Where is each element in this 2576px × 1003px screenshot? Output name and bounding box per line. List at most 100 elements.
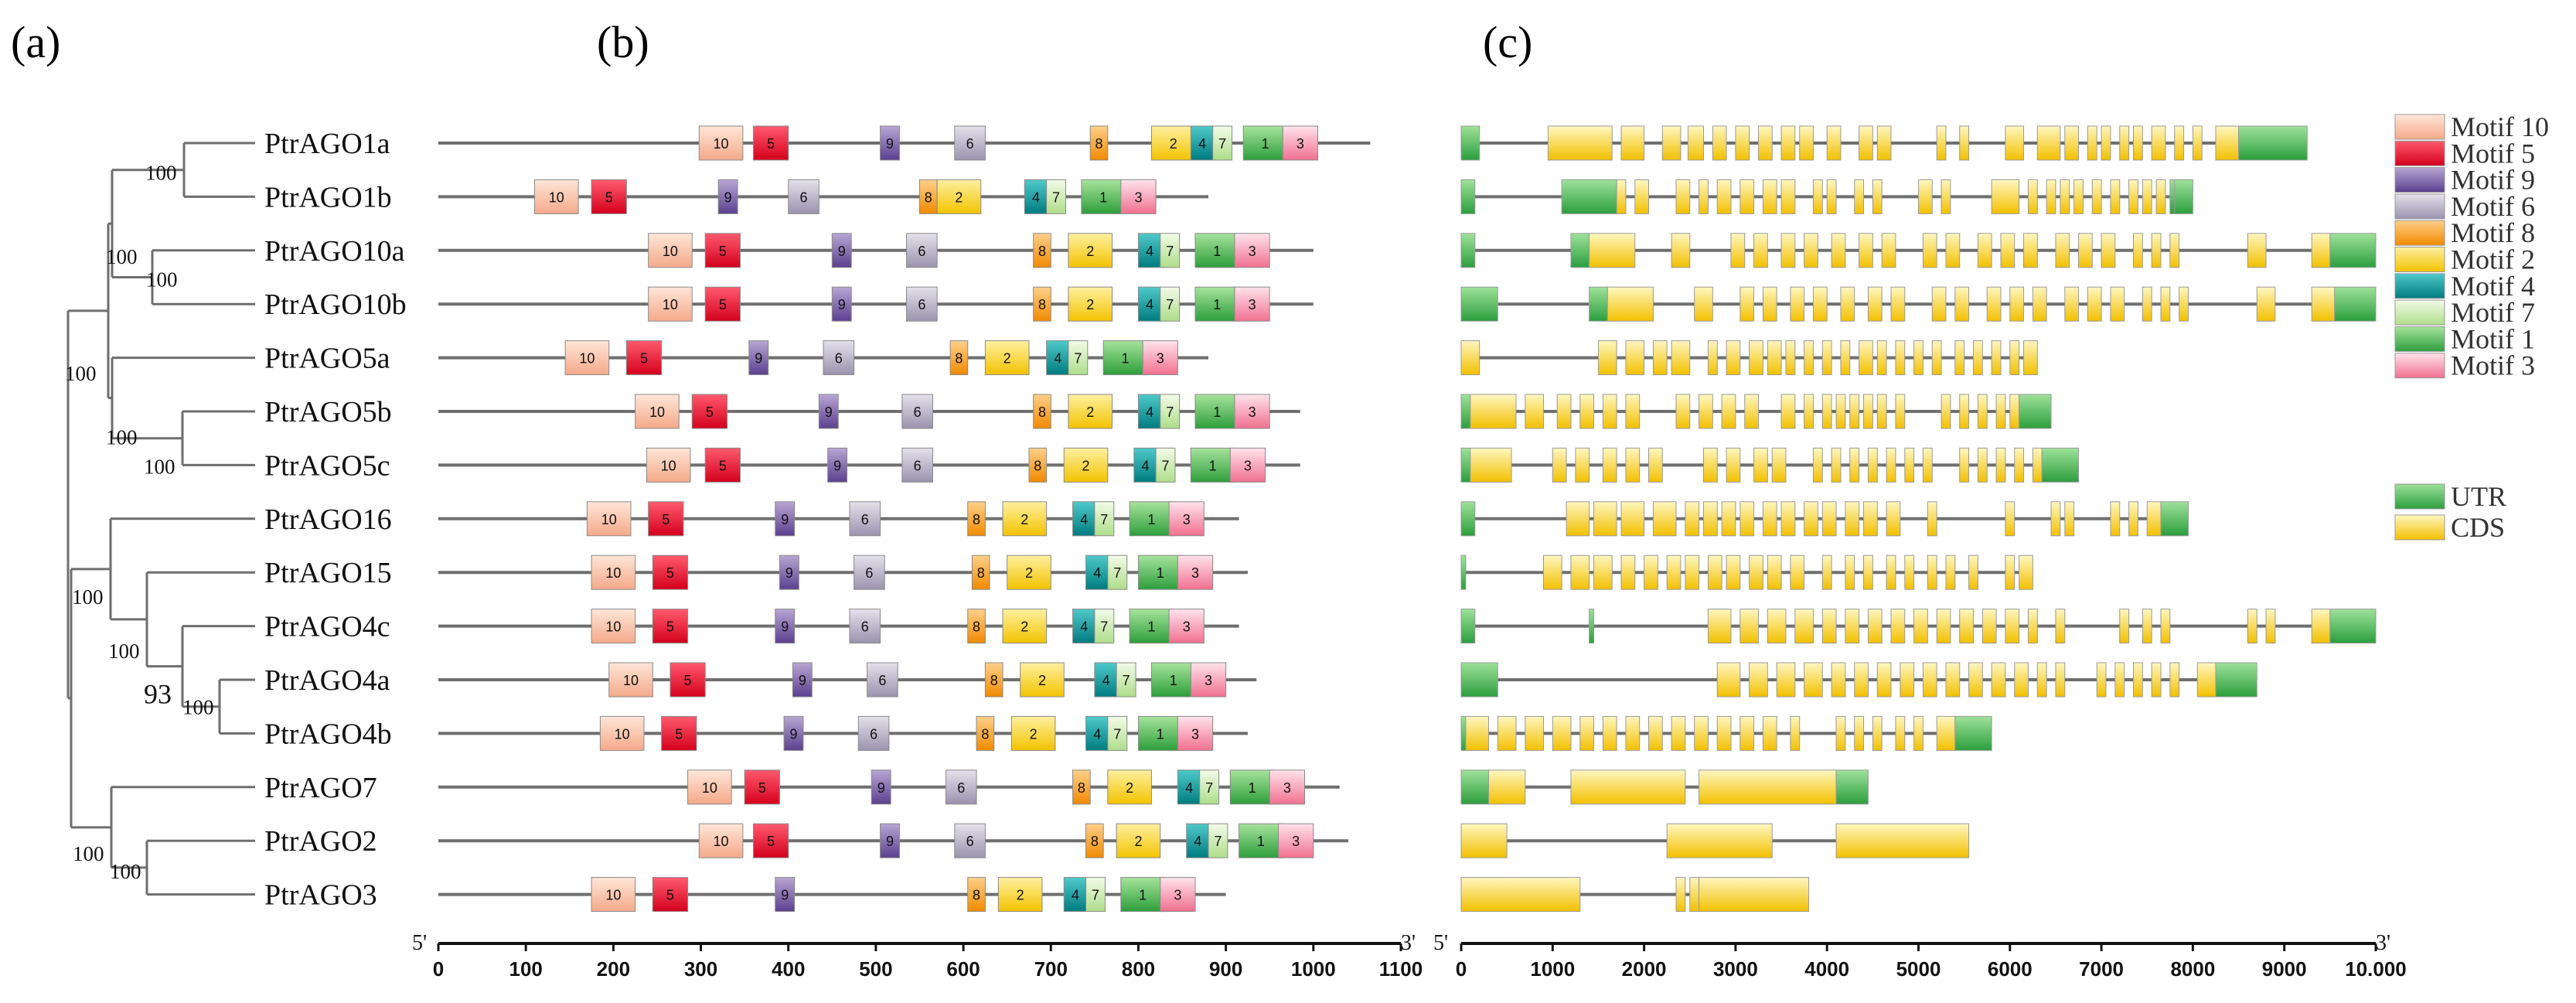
motif-9-box [831, 233, 852, 268]
utr-block [1460, 501, 1476, 537]
cds-block [1922, 662, 1937, 698]
cds-block [2014, 662, 2029, 698]
motif-7-box [1212, 125, 1233, 161]
cds-block [1721, 501, 1736, 537]
legend-label: Motif 3 [2451, 350, 2535, 381]
gene-structure-row [1460, 286, 2377, 322]
motif-number: 6 [800, 189, 808, 205]
motif-number: 1 [1170, 673, 1177, 688]
motif-4-box [1137, 394, 1162, 429]
motif-8-box [1072, 769, 1091, 805]
motif-2-box [1010, 715, 1056, 751]
gene-structure-row [1460, 447, 2080, 483]
motif-10-box [591, 609, 636, 644]
motif-number: 8 [1038, 297, 1046, 312]
utr-block [2215, 662, 2257, 698]
motif-1-box [1120, 877, 1165, 913]
cds-block [1616, 179, 1627, 214]
cds-block [2027, 179, 2038, 214]
motif-row: 10 5 9 6 8 2 4 7 1 3 [438, 340, 1208, 376]
cds-block [2151, 662, 2162, 698]
legend-label: CDS [2451, 512, 2505, 543]
cds-block [1986, 286, 2002, 322]
utr-block [1460, 554, 1467, 590]
cds-block [2096, 662, 2107, 698]
motif-10-box [534, 179, 579, 214]
cds-block [1790, 554, 1805, 590]
motif-6-box [906, 286, 938, 322]
motif-number: 2 [1086, 244, 1094, 259]
cds-block [1652, 501, 1677, 537]
motif-7-box [1160, 286, 1181, 322]
cds-block [2046, 179, 2056, 214]
motif-3-box [1177, 554, 1214, 590]
cds-block [2146, 501, 2162, 537]
motif-number: 6 [861, 512, 869, 527]
motif-number: 3 [1244, 458, 1252, 473]
motif-number: 1 [1257, 834, 1265, 849]
motif-number: 1 [1213, 244, 1221, 259]
gene-structure-row [1460, 394, 2052, 429]
utr-block [1460, 662, 1498, 698]
cds-block [1739, 715, 1755, 751]
bootstrap-value: 100 [65, 362, 97, 385]
motif-3-box [1190, 662, 1227, 698]
motif-2-box [936, 179, 982, 214]
motif-number: 9 [825, 404, 833, 420]
legend-label: Motif 6 [2451, 191, 2535, 222]
motif-9-box [818, 394, 839, 429]
gene-structure-row [1460, 769, 1869, 805]
utr-block [1460, 447, 1471, 483]
motif-4-box [1024, 179, 1048, 214]
cds-block [1699, 394, 1713, 429]
cds-block [2114, 662, 2125, 698]
motif-number: 10 [661, 458, 676, 473]
cds-block [1968, 662, 1983, 698]
legend-label: Motif 4 [2451, 271, 2535, 302]
axis-tick-label: 700 [1034, 957, 1068, 981]
motif-number: 9 [833, 458, 841, 473]
motif-number: 6 [861, 619, 869, 635]
cds-block [1487, 769, 1526, 805]
cds-block [1854, 662, 1869, 698]
legend-swatch [2394, 167, 2445, 193]
axis-protein-length: 5' 3' 0 100 200 300 400 500 600 700 800 900 1000 11… [412, 931, 1423, 981]
motif-number: 7 [1113, 565, 1121, 581]
motif-2-box [1116, 823, 1161, 858]
motif-number: 8 [1091, 834, 1099, 849]
cds-block [2032, 447, 2043, 483]
motif-number: 8 [973, 888, 980, 903]
cds-block [1780, 179, 1796, 214]
motif-4-box [1094, 662, 1118, 698]
motif-4-box [1046, 340, 1070, 376]
utr-block [1460, 609, 1476, 644]
cds-block [1525, 394, 1544, 429]
cds-block [1716, 179, 1732, 214]
motif-5-box [704, 447, 741, 483]
motif-3-box [1229, 447, 1266, 483]
motif-number: 10 [605, 619, 621, 635]
axis-tick-label: 8000 [2170, 957, 2215, 981]
cds-block [1671, 715, 1686, 751]
motif-5-box [670, 662, 706, 698]
cds-block [1936, 609, 1951, 644]
motif-number: 4 [1146, 404, 1153, 420]
cds-block [1661, 125, 1682, 161]
bootstrap-value: 100 [106, 245, 138, 268]
cds-block [2060, 179, 2070, 214]
motif-number: 7 [1100, 512, 1108, 527]
motif-number: 2 [1082, 458, 1090, 473]
cds-block [2019, 554, 2033, 590]
cds-block [1895, 394, 1906, 429]
motif-10-box [648, 286, 693, 322]
gene-structure-row [1460, 501, 2189, 537]
cds-block [2311, 286, 2336, 322]
cds-block [1804, 233, 1818, 268]
motif-number: 9 [886, 136, 894, 152]
motif-number: 10 [714, 136, 729, 152]
motif-number: 4 [1054, 351, 1061, 367]
utr-block [2329, 609, 2377, 644]
motif-number: 8 [1038, 404, 1046, 420]
motif-4-box [1072, 501, 1096, 537]
cds-block [1835, 394, 1846, 429]
